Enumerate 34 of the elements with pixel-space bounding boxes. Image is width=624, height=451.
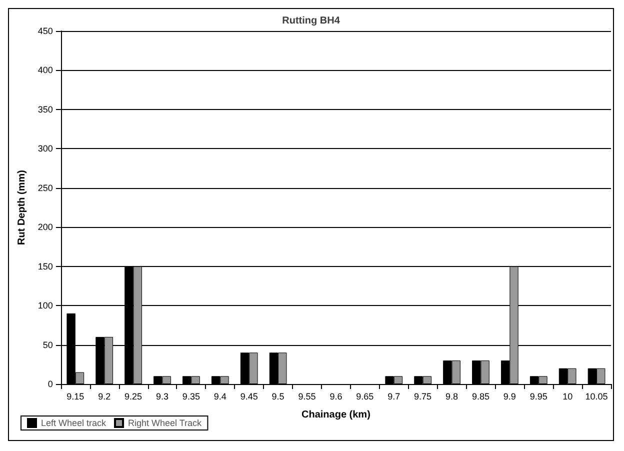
x-tick-label: 9.8 [446,392,458,402]
x-tick-label: 9.3 [156,392,169,402]
x-tick-label: 9.5 [272,392,284,402]
x-tick-label: 9.15 [66,392,84,402]
x-tick-label: 9.9 [503,392,516,402]
x-tick-label: 10.05 [585,392,608,402]
x-tick-label: 9.7 [388,392,400,402]
y-tick-label: 350 [38,104,53,114]
x-tick-label: 9.35 [182,392,200,402]
x-tick-label: 9.6 [330,392,342,402]
x-tick-label: 9.25 [124,392,142,402]
x-tick-label: 9.65 [356,392,374,402]
y-tick-label: 0 [48,379,53,389]
y-tick-label: 200 [38,222,53,232]
y-tick-label: 150 [38,261,53,272]
y-tick-label: 400 [38,65,53,76]
x-tick-label: 9.95 [530,392,548,402]
y-tick-label: 300 [38,144,53,154]
y-axis-title: Rut Depth (mm) [16,170,28,245]
x-tick-label: 9.4 [214,392,226,402]
x-tick-label: 9.45 [240,392,258,402]
y-tick-label: 250 [38,182,53,193]
y-tick-label: 50 [42,340,53,350]
x-tick-label: 9.2 [98,392,111,402]
x-tick-label: 9.55 [298,392,316,402]
x-tick-label: 10 [562,392,573,402]
legend-label: Left Wheel track [41,418,107,428]
legend-label: Right Wheel Track [128,418,202,428]
x-tick-label: 9.85 [472,392,490,402]
y-tick-label: 100 [38,300,53,311]
y-tick-label: 450 [38,26,53,36]
x-axis-title: Chainage (km) [302,410,370,420]
chart-title: Rutting BH4 [282,16,340,26]
x-tick-label: 9.75 [414,392,432,402]
